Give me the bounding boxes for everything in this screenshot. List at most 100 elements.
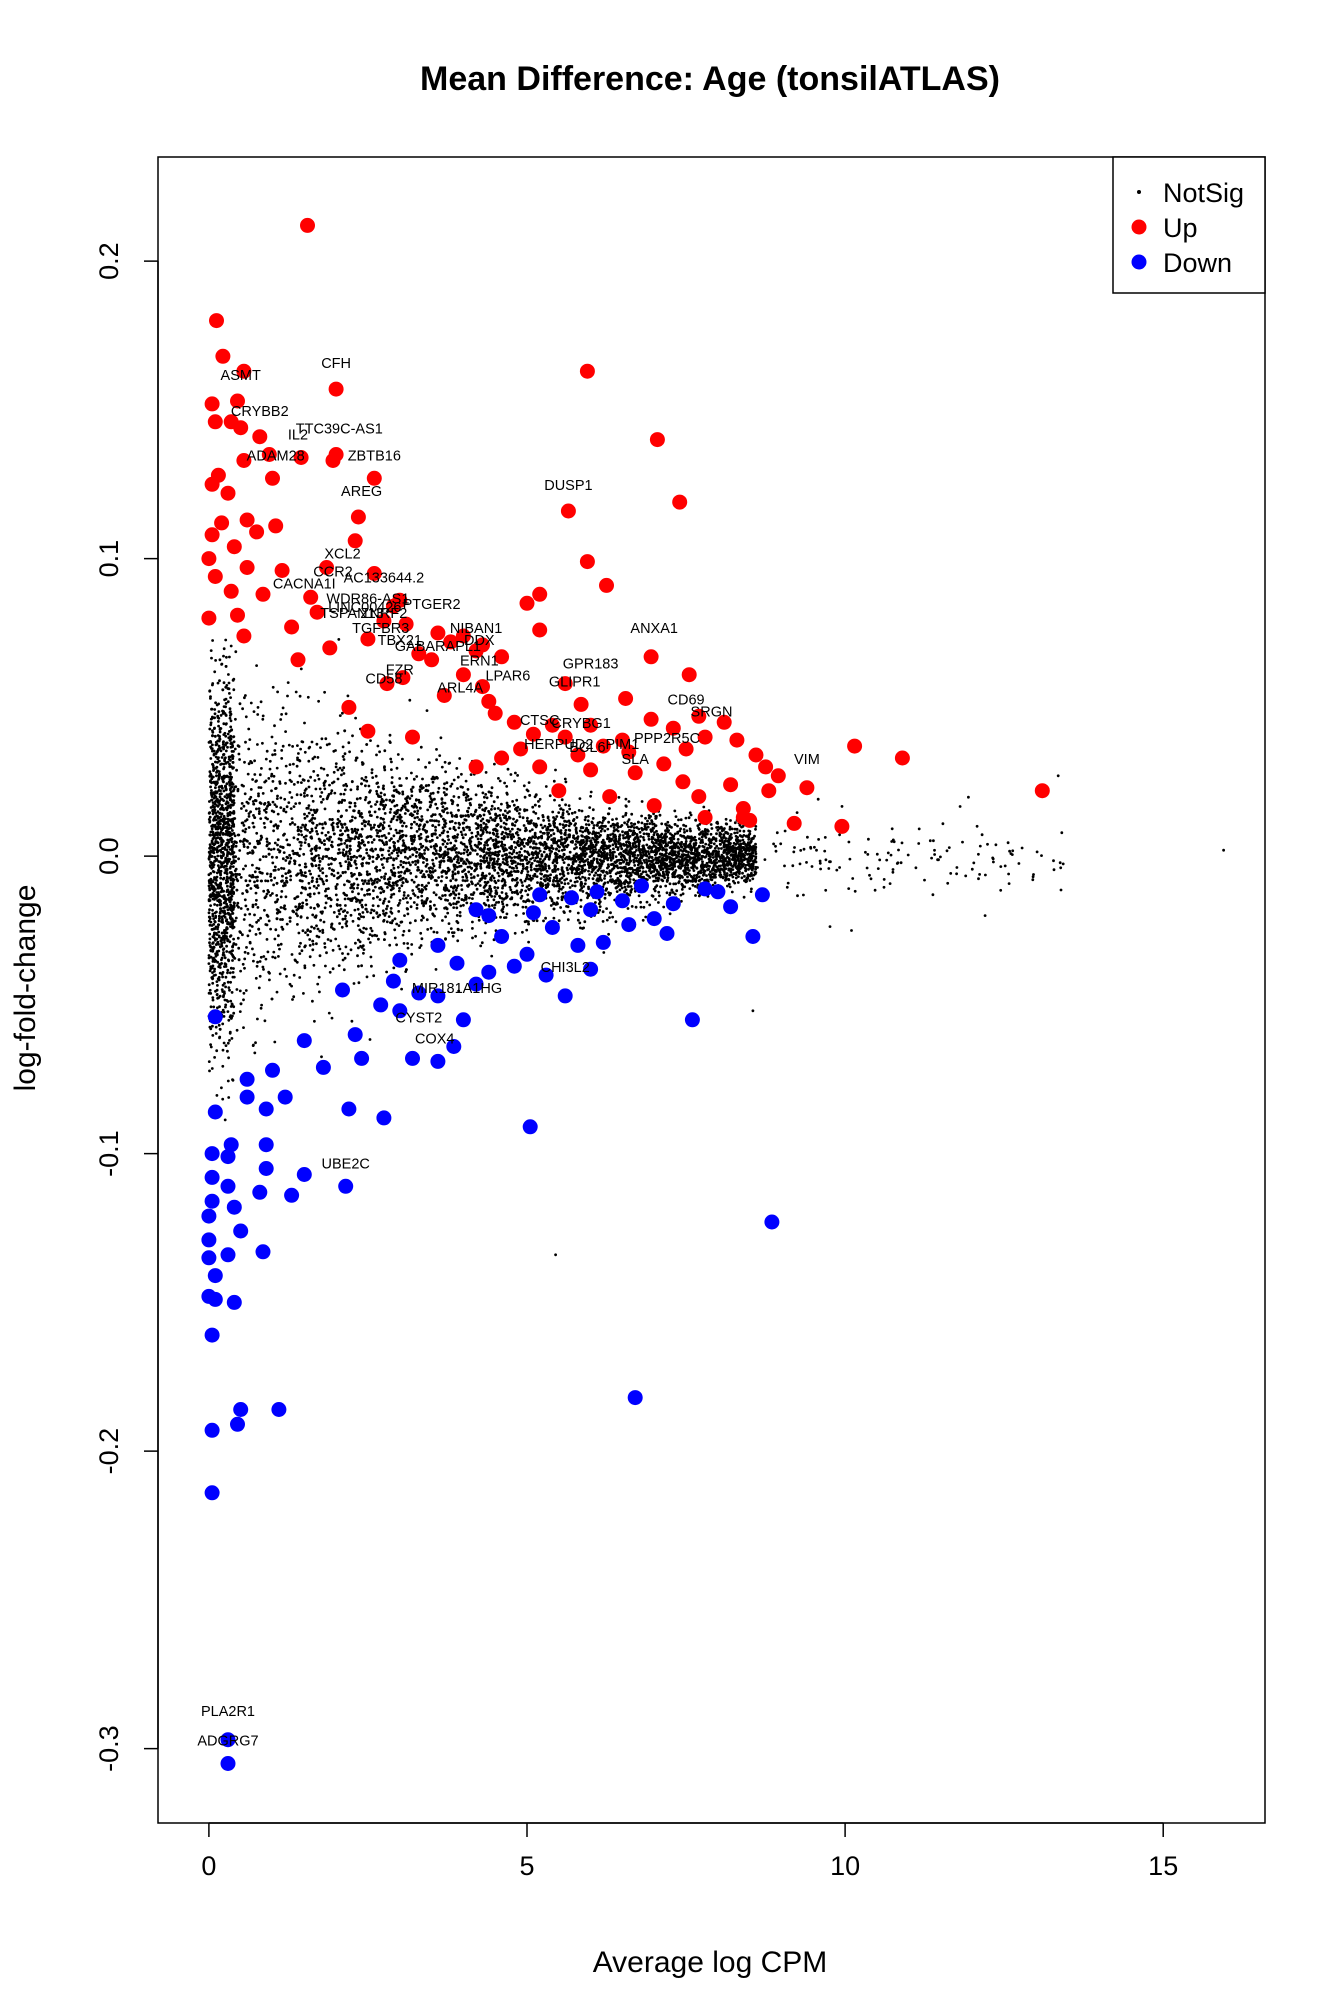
notsig-point bbox=[473, 849, 477, 852]
notsig-point bbox=[446, 866, 450, 870]
notsig-point bbox=[257, 792, 260, 796]
notsig-point bbox=[372, 897, 375, 900]
notsig-point bbox=[264, 957, 268, 961]
notsig-point bbox=[220, 756, 224, 759]
notsig-point bbox=[686, 863, 690, 867]
notsig-point bbox=[566, 918, 570, 922]
notsig-point bbox=[383, 897, 387, 901]
notsig-point bbox=[417, 848, 421, 851]
notsig-point bbox=[209, 904, 213, 907]
notsig-point bbox=[392, 840, 395, 844]
notsig-point bbox=[420, 869, 424, 873]
notsig-point bbox=[395, 943, 398, 947]
notsig-point bbox=[254, 1041, 257, 1045]
notsig-point bbox=[279, 845, 282, 848]
notsig-point bbox=[251, 863, 254, 867]
notsig-point bbox=[393, 928, 397, 932]
notsig-point bbox=[225, 867, 229, 871]
notsig-point bbox=[317, 856, 321, 860]
notsig-point bbox=[483, 800, 486, 804]
notsig-point bbox=[712, 859, 716, 863]
notsig-point bbox=[483, 880, 487, 884]
notsig-point bbox=[559, 906, 562, 909]
notsig-point bbox=[229, 999, 233, 1003]
notsig-point bbox=[212, 849, 215, 853]
notsig-point bbox=[482, 813, 486, 817]
notsig-point bbox=[346, 838, 350, 842]
notsig-point bbox=[356, 907, 360, 911]
notsig-point bbox=[226, 1079, 230, 1083]
notsig-point bbox=[478, 884, 482, 887]
notsig-point bbox=[435, 931, 439, 934]
notsig-point bbox=[215, 910, 218, 914]
notsig-point bbox=[276, 843, 279, 847]
notsig-point bbox=[489, 816, 493, 820]
notsig-point bbox=[521, 930, 524, 934]
notsig-point bbox=[328, 867, 331, 870]
notsig-point bbox=[367, 861, 371, 865]
notsig-point bbox=[287, 801, 291, 804]
notsig-point bbox=[484, 883, 488, 887]
notsig-point bbox=[241, 707, 245, 711]
notsig-point bbox=[307, 746, 311, 750]
notsig-point bbox=[560, 876, 564, 880]
notsig-point bbox=[267, 970, 271, 974]
notsig-point bbox=[446, 911, 450, 915]
notsig-point bbox=[265, 938, 269, 941]
notsig-point bbox=[211, 935, 215, 939]
notsig-point bbox=[567, 855, 571, 859]
notsig-point bbox=[314, 787, 318, 791]
notsig-point bbox=[641, 918, 645, 922]
notsig-point bbox=[325, 797, 329, 801]
notsig-point bbox=[679, 818, 683, 822]
notsig-point bbox=[270, 789, 273, 793]
notsig-point bbox=[242, 867, 245, 871]
notsig-point bbox=[682, 869, 686, 873]
notsig-point bbox=[689, 829, 692, 833]
notsig-point bbox=[509, 888, 513, 892]
notsig-point bbox=[299, 826, 303, 829]
notsig-point bbox=[502, 857, 505, 861]
notsig-point bbox=[369, 805, 373, 808]
notsig-point bbox=[640, 821, 644, 825]
notsig-point bbox=[588, 866, 591, 870]
notsig-point bbox=[642, 838, 646, 842]
notsig-point bbox=[259, 955, 263, 959]
notsig-point bbox=[439, 897, 443, 901]
notsig-point bbox=[228, 1039, 231, 1042]
notsig-point bbox=[644, 816, 647, 820]
notsig-point bbox=[208, 815, 212, 819]
notsig-point bbox=[556, 829, 560, 833]
notsig-point bbox=[375, 880, 379, 884]
notsig-point bbox=[526, 893, 530, 897]
notsig-point bbox=[486, 843, 489, 847]
notsig-point bbox=[283, 797, 287, 801]
notsig-point bbox=[475, 887, 479, 891]
notsig-point bbox=[209, 717, 213, 721]
notsig-point bbox=[587, 877, 591, 880]
notsig-point bbox=[240, 807, 243, 810]
notsig-point bbox=[426, 789, 430, 793]
notsig-point bbox=[402, 897, 405, 900]
notsig-point bbox=[640, 872, 643, 876]
notsig-point bbox=[252, 814, 255, 817]
notsig-point bbox=[367, 784, 371, 788]
notsig-point bbox=[650, 849, 654, 852]
notsig-point bbox=[207, 919, 211, 923]
notsig-point bbox=[566, 872, 570, 875]
notsig-point bbox=[404, 855, 407, 859]
notsig-point bbox=[243, 792, 247, 796]
notsig-point bbox=[494, 889, 498, 893]
notsig-point bbox=[344, 860, 348, 863]
notsig-point bbox=[220, 662, 224, 666]
notsig-point bbox=[454, 888, 458, 892]
notsig-point bbox=[440, 875, 444, 878]
notsig-point bbox=[324, 887, 328, 891]
notsig-point bbox=[525, 788, 529, 792]
notsig-point bbox=[483, 795, 486, 799]
notsig-point bbox=[712, 842, 716, 846]
notsig-point bbox=[579, 905, 583, 908]
notsig-point bbox=[709, 823, 713, 826]
notsig-point bbox=[593, 874, 596, 877]
notsig-point bbox=[228, 848, 232, 851]
